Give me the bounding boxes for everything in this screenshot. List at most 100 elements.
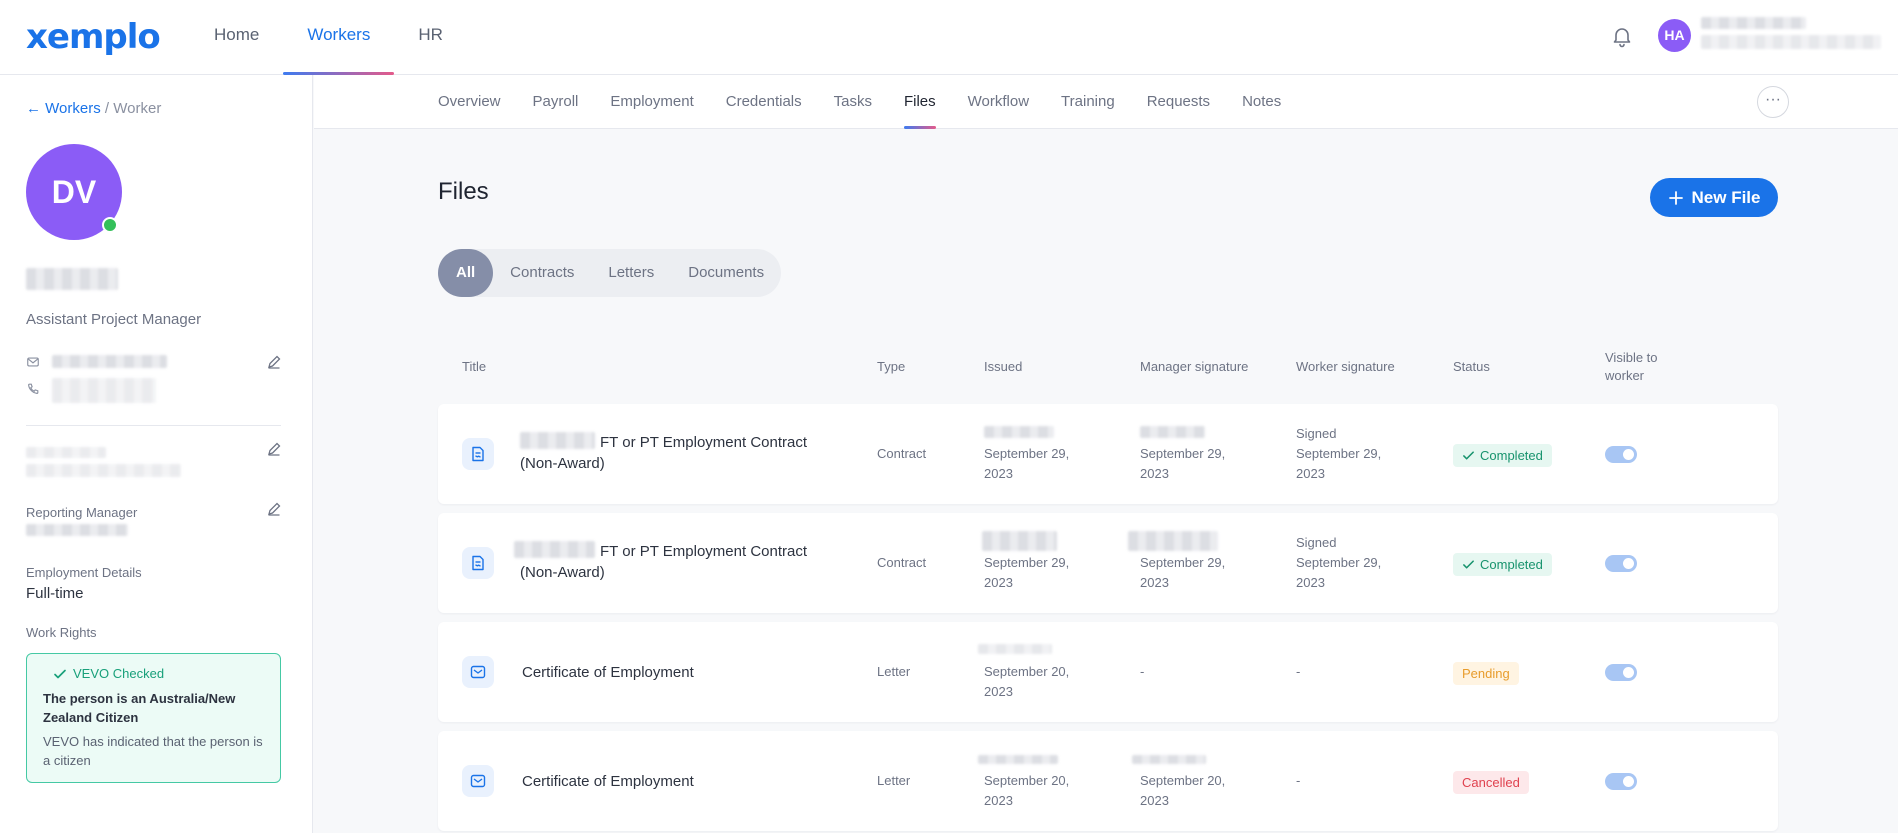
issued-by-redacted <box>978 644 1052 654</box>
worker-email-redacted <box>52 355 167 368</box>
worker-signature-status: Signed <box>1296 535 1337 550</box>
manager-name-redacted <box>1132 755 1206 764</box>
reporting-manager-redacted <box>26 524 128 536</box>
edit-icon[interactable] <box>266 501 282 517</box>
tab-tasks[interactable]: Tasks <box>833 93 872 110</box>
visible-to-worker-toggle[interactable] <box>1605 555 1637 572</box>
column-header-visible: Visible to worker <box>1605 350 1658 383</box>
top-bar: xemplo Home Workers HR HA <box>0 0 1898 75</box>
worker-job-title: Assistant Project Manager <box>26 311 202 328</box>
issued-by-redacted <box>984 426 1054 438</box>
tab-training[interactable]: Training <box>1061 93 1115 110</box>
worker-signature-year: 2023 <box>1296 575 1325 590</box>
file-filters: All Contracts Letters Documents <box>438 249 782 297</box>
phone-icon <box>28 383 39 394</box>
file-title-line2: (Non-Award) <box>520 564 605 581</box>
issued-year: 2023 <box>984 684 1013 699</box>
issued-date: September 29, <box>984 446 1070 461</box>
breadcrumb: ← Workers / Worker <box>26 100 162 117</box>
file-title[interactable]: FT or PT Employment Contract <box>600 543 808 560</box>
filter-all[interactable]: All <box>438 249 494 297</box>
edit-icon[interactable] <box>266 441 282 457</box>
worker-signature-date: - <box>1296 773 1301 788</box>
tab-overview[interactable]: Overview <box>438 93 501 110</box>
tab-employment[interactable]: Employment <box>610 93 694 110</box>
status-badge: Cancelled <box>1453 771 1529 794</box>
tab-credentials[interactable]: Credentials <box>725 93 802 110</box>
manager-signature-year: 2023 <box>1140 575 1169 590</box>
table-row[interactable]: FT or PT Employment Contract (Non-Award)… <box>438 513 1778 613</box>
table-row[interactable]: FT or PT Employment Contract (Non-Award)… <box>438 404 1778 504</box>
breadcrumb-back-link[interactable]: ← Workers <box>26 100 101 117</box>
tab-payroll[interactable]: Payroll <box>532 93 579 110</box>
worker-name-redacted <box>26 268 118 290</box>
manager-signature-date: - <box>1140 664 1145 679</box>
filter-letters[interactable]: Letters <box>608 264 655 281</box>
contract-icon <box>462 547 494 579</box>
file-type: Contract <box>877 446 927 461</box>
check-icon <box>1463 560 1474 569</box>
check-icon <box>1463 451 1474 460</box>
edit-icon[interactable] <box>266 354 282 370</box>
column-header-worker-signature: Worker signature <box>1296 359 1395 374</box>
column-header-status: Status <box>1453 359 1490 374</box>
vevo-card: VEVO Checked The person is an Australia/… <box>26 653 281 783</box>
topnav-home[interactable]: Home <box>214 25 260 44</box>
issued-date: September 29, <box>984 555 1070 570</box>
issued-date: September 20, <box>984 773 1070 788</box>
breadcrumb-current: Worker <box>113 100 162 117</box>
column-header-title: Title <box>462 359 487 374</box>
user-avatar[interactable]: HA <box>1658 19 1691 52</box>
file-type: Letter <box>877 773 911 788</box>
status-badge: Completed <box>1453 444 1552 467</box>
topnav-workers[interactable]: Workers <box>283 0 395 75</box>
topnav-hr[interactable]: HR <box>418 25 443 44</box>
file-title[interactable]: Certificate of Employment <box>522 773 694 790</box>
issued-by-redacted <box>978 755 1058 764</box>
app-logo[interactable]: xemplo <box>26 17 161 57</box>
top-nav: Home Workers HR <box>190 0 467 75</box>
worker-subnav: Overview Payroll Employment Credentials … <box>314 75 1898 129</box>
visible-to-worker-toggle[interactable] <box>1605 664 1637 681</box>
issued-year: 2023 <box>984 466 1013 481</box>
file-title[interactable]: FT or PT Employment Contract <box>600 434 808 451</box>
employment-details-label: Employment Details <box>26 565 142 580</box>
tab-notes[interactable]: Notes <box>1242 93 1282 110</box>
vevo-detail: VEVO has indicated that the person is a … <box>43 734 263 768</box>
worker-signature-date: September 29, <box>1296 446 1382 461</box>
table-row[interactable]: Certificate of Employment Letter Septemb… <box>438 622 1778 722</box>
file-title[interactable]: Certificate of Employment <box>522 664 694 681</box>
manager-signature-year: 2023 <box>1140 466 1169 481</box>
bell-icon[interactable] <box>1610 24 1634 48</box>
issued-by-redacted <box>982 531 1057 551</box>
filter-documents[interactable]: Documents <box>688 264 765 281</box>
tab-files[interactable]: Files <box>903 75 936 129</box>
online-status-dot <box>102 217 118 233</box>
worker-phone-redacted <box>52 378 156 403</box>
worker-signature-date: September 29, <box>1296 555 1382 570</box>
more-icon[interactable]: ··· <box>1757 86 1789 118</box>
work-rights-label: Work Rights <box>26 625 97 640</box>
status-badge: Pending <box>1453 662 1519 685</box>
filter-contracts[interactable]: Contracts <box>510 264 575 281</box>
table-row[interactable]: Certificate of Employment Letter Septemb… <box>438 731 1778 831</box>
file-type: Contract <box>877 555 927 570</box>
manager-signature-date: September 29, <box>1140 555 1226 570</box>
letter-icon <box>462 765 494 797</box>
plus-icon <box>1668 190 1683 205</box>
vevo-badge: VEVO Checked <box>53 666 264 681</box>
new-file-button[interactable]: New File <box>1650 178 1778 217</box>
check-icon <box>54 669 66 678</box>
title-prefix-redacted <box>514 541 595 558</box>
visible-to-worker-toggle[interactable] <box>1605 773 1637 790</box>
title-prefix-redacted <box>520 432 595 449</box>
status-badge: Completed <box>1453 553 1552 576</box>
tab-requests[interactable]: Requests <box>1146 93 1211 110</box>
sidebar-divider <box>26 425 281 426</box>
visible-to-worker-toggle[interactable] <box>1605 446 1637 463</box>
letter-icon <box>462 656 494 688</box>
tab-workflow[interactable]: Workflow <box>967 93 1030 110</box>
remuneration-value-redacted <box>26 464 181 477</box>
user-email-redacted <box>1701 35 1881 49</box>
file-type: Letter <box>877 664 911 679</box>
